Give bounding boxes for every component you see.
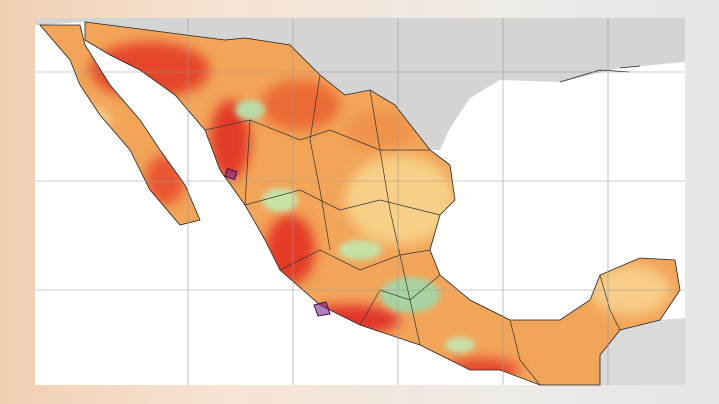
extreme-area — [224, 167, 238, 181]
warm-area — [345, 110, 415, 150]
state-border — [244, 119, 251, 206]
state-border — [369, 89, 421, 346]
state-border — [279, 249, 431, 271]
cool-blobs — [235, 100, 475, 353]
hot-spot — [210, 100, 250, 180]
coastlines — [39, 21, 681, 386]
cool-spot — [338, 240, 382, 260]
cool-spot — [380, 277, 440, 313]
cool-spot — [445, 337, 475, 353]
state-border — [309, 74, 331, 251]
baja-outline — [39, 24, 201, 226]
hot-spot — [260, 80, 340, 130]
mainland-outline — [84, 21, 681, 386]
extreme-markers — [224, 167, 331, 317]
state-border — [509, 319, 541, 385]
cool-spot — [235, 100, 265, 120]
state-border — [359, 274, 441, 326]
state-border — [204, 119, 430, 151]
land-south — [600, 318, 685, 385]
state-borders — [110, 74, 621, 385]
extreme-area — [313, 301, 331, 317]
mild-area — [345, 155, 455, 245]
state-border — [599, 274, 621, 331]
graticule — [35, 18, 685, 385]
coast-detail — [559, 65, 641, 83]
cool-spot — [262, 188, 298, 212]
state-border — [244, 189, 441, 216]
land-north — [35, 18, 685, 150]
